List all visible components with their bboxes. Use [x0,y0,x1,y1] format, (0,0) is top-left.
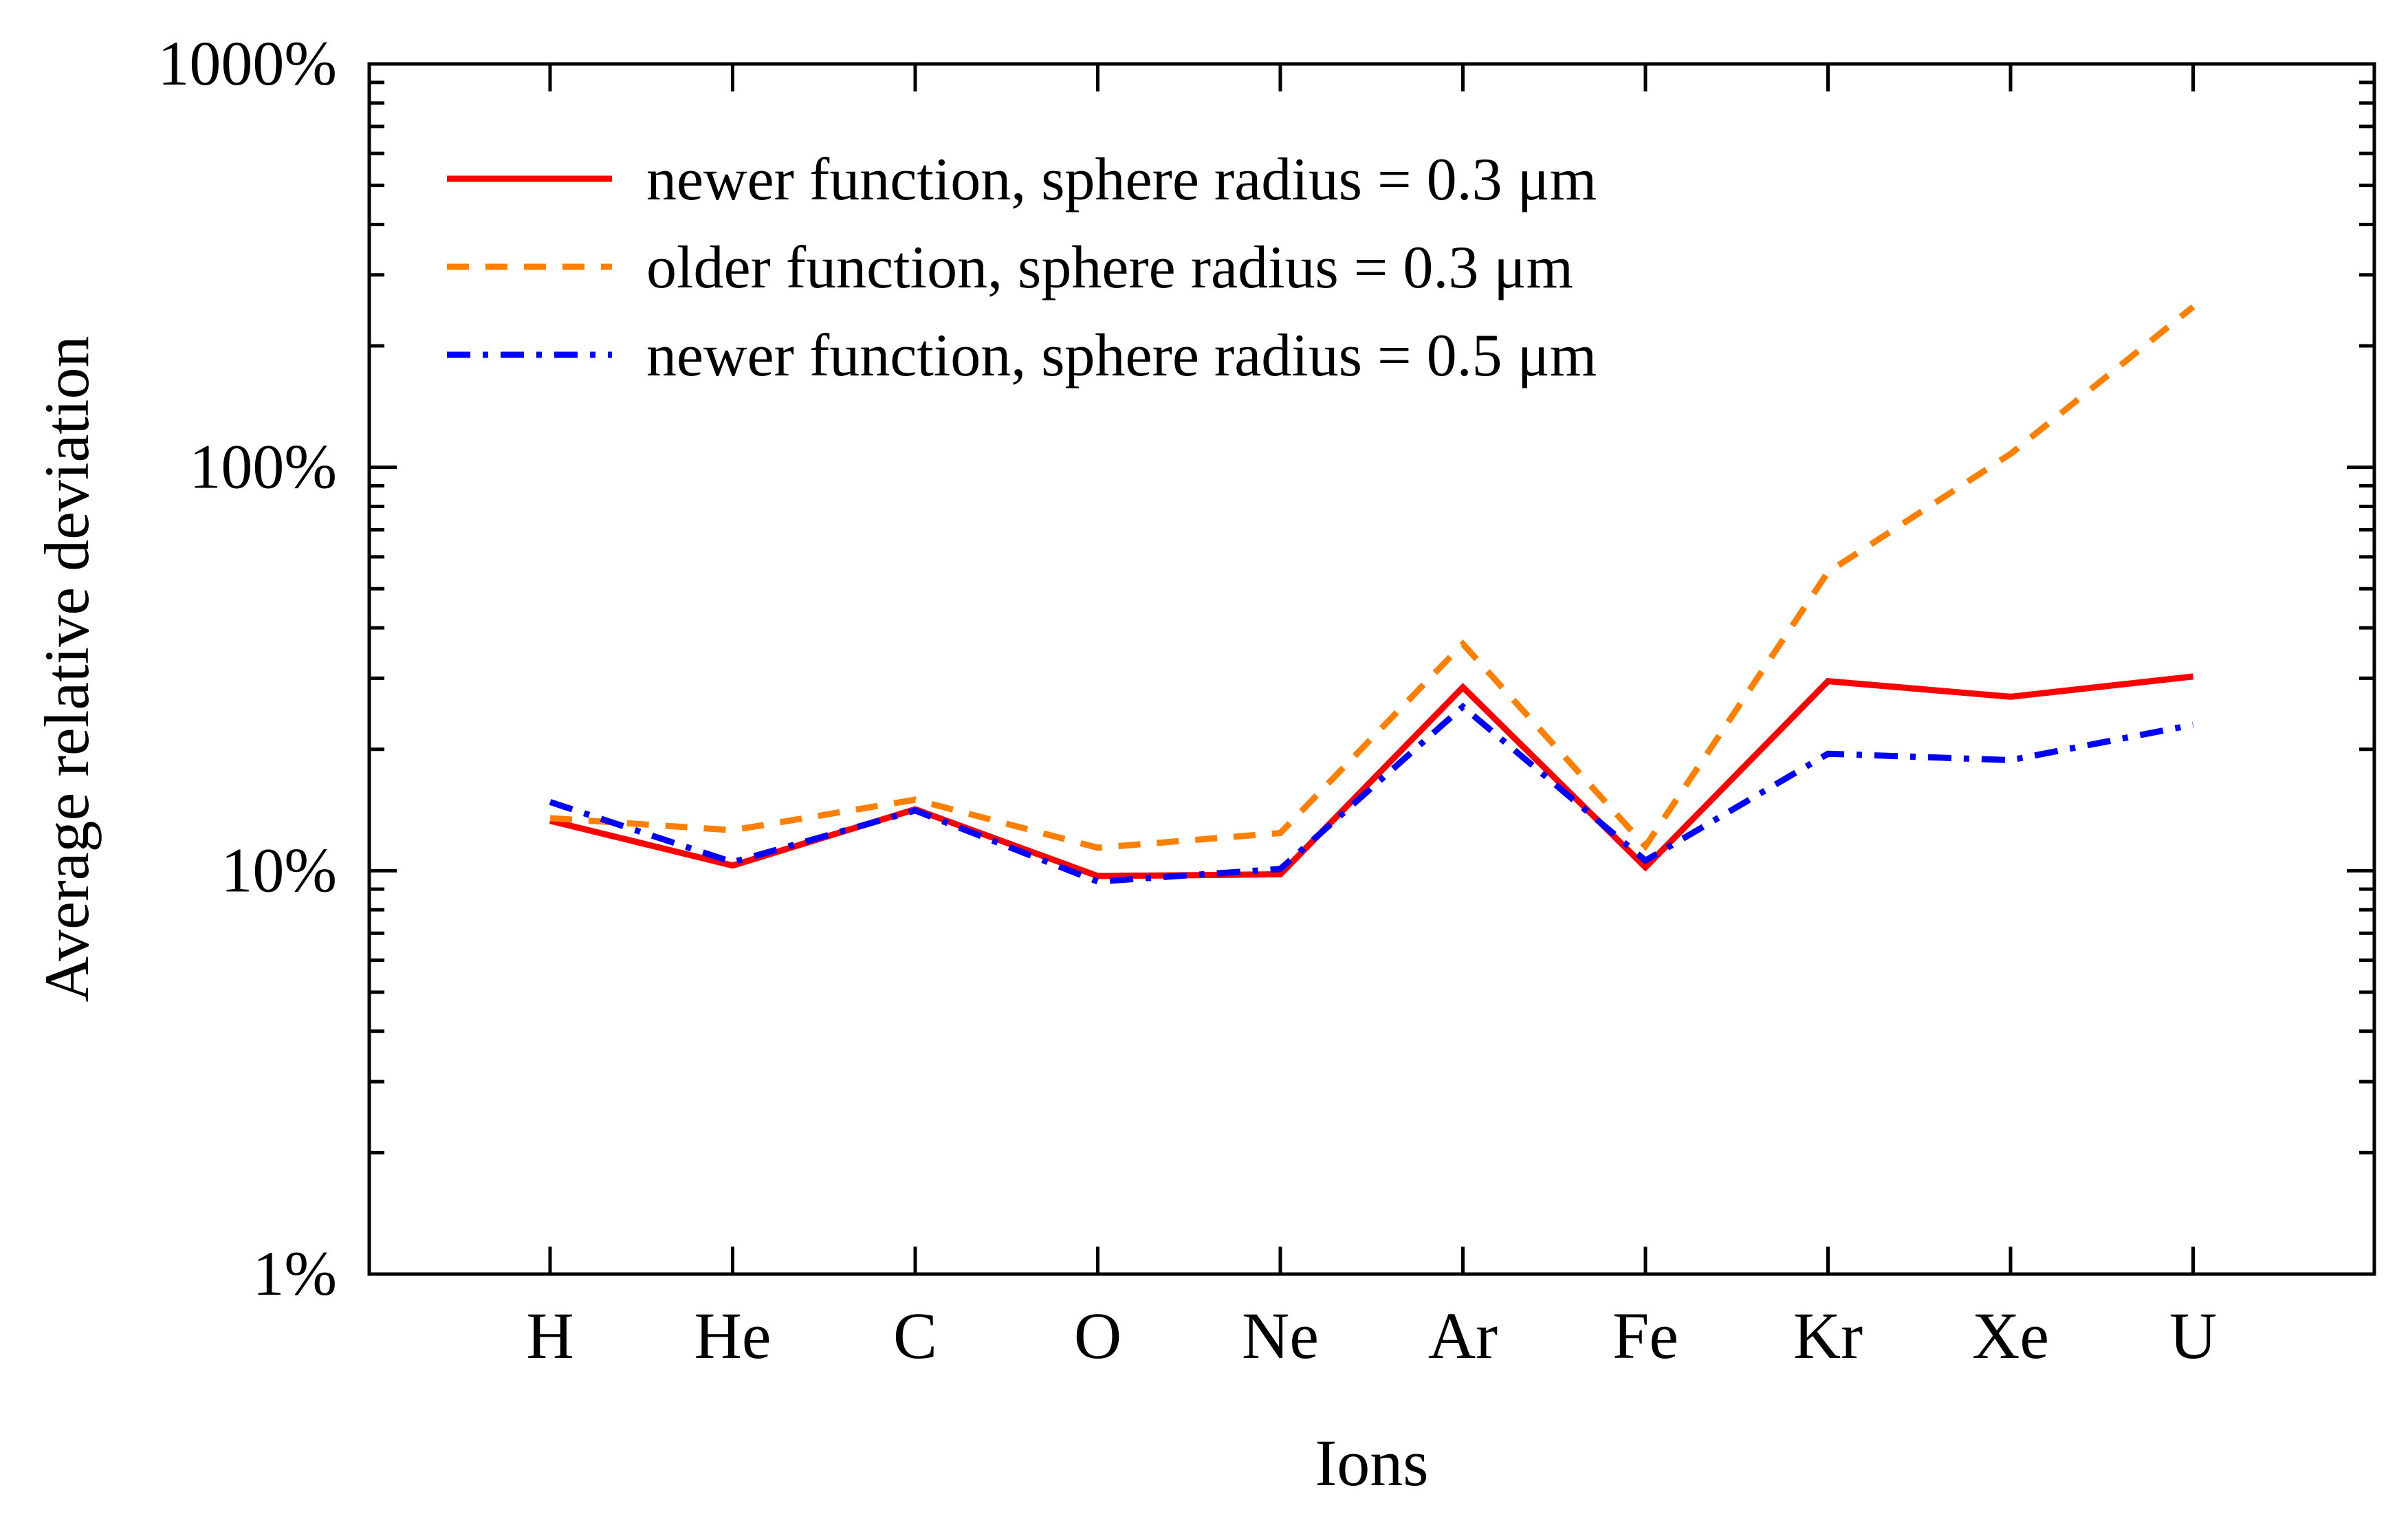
x-tick-label: Xe [1972,1299,2049,1372]
x-tick-label: Ar [1428,1299,1498,1372]
x-tick-label: U [2169,1299,2217,1372]
series-line-2 [549,304,2196,852]
x-tick-label: O [1074,1299,1121,1372]
y-tick-label: 10% [221,835,337,905]
x-tick-label: Ne [1242,1299,1319,1372]
axis-ticks [369,64,2374,1276]
x-tick-label: Fe [1612,1299,1678,1372]
x-axis-label: Ions [1315,1426,1428,1500]
legend: newer function, sphere radius = 0.3 μm ol… [447,146,1597,389]
series-line-3 [549,702,2194,885]
plot-frame [367,62,2376,1276]
y-tick-label: 100% [189,432,337,502]
series-lines [549,304,2196,885]
x-tick-label: H [526,1299,573,1372]
legend-label-2: older function, sphere radius = 0.3 μm [646,234,1573,301]
y-tick-labels: 1% 10% 100% 1000% [157,28,337,1308]
x-tick-label: Kr [1793,1299,1863,1372]
legend-label-3: newer function, sphere radius = 0.5 μm [646,322,1597,389]
x-tick-label: He [694,1299,771,1372]
y-tick-label: 1% [252,1238,337,1308]
y-tick-label: 1000% [157,28,337,98]
x-tick-label: C [893,1299,937,1372]
x-tick-labels: H He C O Ne Ar Fe Kr Xe U [526,1299,2217,1372]
legend-label-1: newer function, sphere radius = 0.3 μm [646,146,1597,213]
y-axis-label: Average relative deviation [32,336,102,1002]
